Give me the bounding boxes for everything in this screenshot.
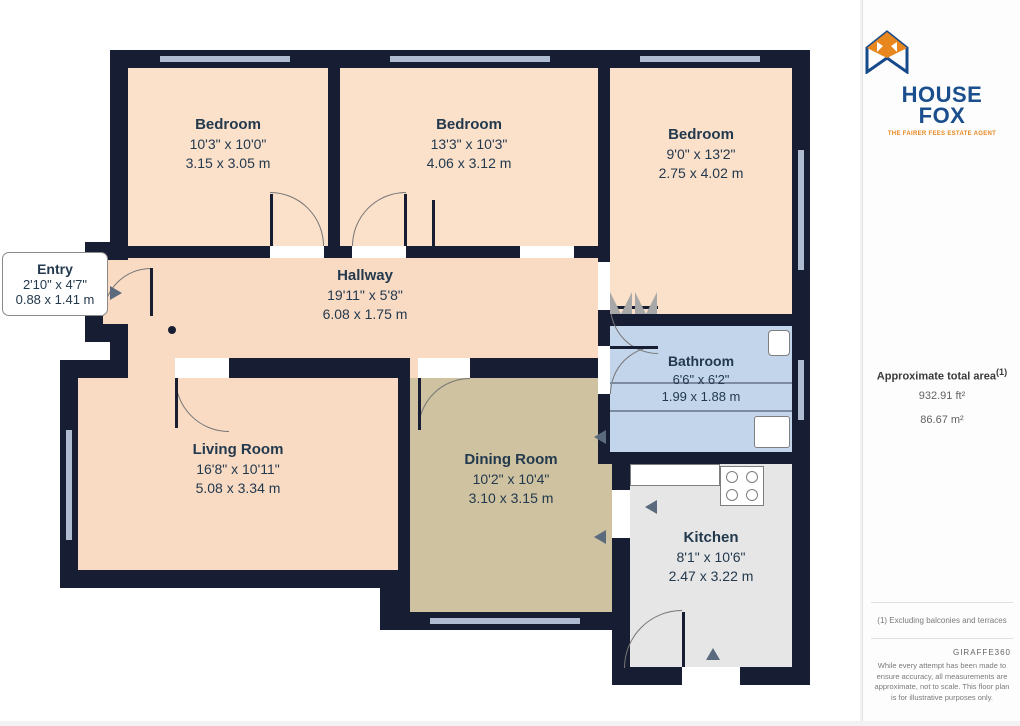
door-gap	[612, 490, 630, 538]
arrow-icon	[594, 430, 606, 444]
area-title: Approximate total area	[877, 370, 996, 382]
brand-name: HOUSE FOX	[863, 85, 1020, 127]
arrow-icon	[110, 286, 122, 300]
iwall	[470, 358, 610, 378]
iwall	[328, 68, 340, 246]
brand-line2: FOX	[863, 106, 1020, 127]
door-leaf	[432, 200, 435, 246]
kitchen-counter	[630, 464, 720, 486]
door-gap	[175, 358, 229, 378]
area-m2: 86.67 m²	[863, 412, 1020, 430]
exterior-wall	[612, 667, 682, 685]
closet-door-icon	[610, 292, 621, 314]
exterior-wall	[60, 570, 398, 588]
closet-door-icon	[646, 292, 657, 314]
iwall	[228, 358, 410, 378]
window	[430, 618, 580, 624]
total-area: Approximate total area(1) 932.91 ft² 86.…	[863, 367, 1020, 430]
kitchen-hob	[720, 466, 764, 506]
door-leaf	[150, 268, 153, 316]
exterior-wall	[85, 324, 128, 342]
area-footnote: (1) Excluding balconies and terraces	[871, 616, 1013, 625]
brand-logo-icon	[863, 30, 911, 74]
door-gap	[598, 346, 610, 394]
door-leaf	[404, 194, 407, 246]
arrow-icon	[706, 648, 720, 660]
sidebar: HOUSE FOX THE FAIRER FEES ESTATE AGENT A…	[862, 0, 1020, 721]
iwall	[398, 358, 410, 628]
bath-divider	[610, 382, 792, 384]
divider	[871, 602, 1013, 603]
divider	[871, 638, 1013, 639]
bath-fixture	[768, 330, 790, 356]
room-dim-met: 0.88 x 1.41 m	[9, 292, 101, 307]
floorplan: Bedroom 10'3" x 10'0" 3.15 x 3.05 m Bedr…	[20, 30, 840, 690]
credit-text: GIRAFFE360	[953, 648, 1011, 657]
door-gap	[270, 246, 324, 258]
door-stop-dot	[168, 326, 176, 334]
window	[798, 150, 804, 270]
room-name: Entry	[9, 261, 101, 277]
bath-divider	[610, 410, 792, 412]
entry-callout: Entry 2'10" x 4'7" 0.88 x 1.41 m	[2, 252, 108, 316]
disclaimer-text: While every attempt has been made to ens…	[873, 661, 1011, 703]
door-leaf	[682, 612, 685, 667]
floorplan-canvas: Bedroom 10'3" x 10'0" 3.15 x 3.05 m Bedr…	[0, 0, 860, 721]
bath-fixture	[754, 416, 790, 448]
room-living	[78, 378, 398, 570]
area-ft2: 932.91 ft²	[863, 388, 1020, 406]
closet-door-icon	[621, 292, 632, 314]
window	[66, 430, 72, 540]
window	[390, 56, 550, 62]
room-bedroom-3	[610, 68, 792, 314]
door-gap	[520, 246, 574, 258]
door-gap	[418, 358, 470, 378]
door-leaf	[175, 378, 178, 428]
door-leaf	[418, 378, 421, 430]
closet-door-icon	[635, 292, 646, 314]
door-gap	[682, 667, 740, 685]
door-leaf	[610, 346, 658, 349]
window	[640, 56, 760, 62]
door-leaf	[270, 194, 273, 246]
window	[160, 56, 290, 62]
brand-tagline: THE FAIRER FEES ESTATE AGENT	[863, 131, 1020, 137]
door-gap	[352, 246, 406, 258]
arrow-icon	[645, 500, 657, 514]
exterior-wall	[110, 50, 128, 260]
area-sup: (1)	[996, 367, 1007, 377]
room-dim-imp: 2'10" x 4'7"	[9, 277, 101, 292]
window	[798, 360, 804, 420]
arrow-icon	[594, 530, 606, 544]
iwall	[598, 452, 810, 464]
exterior-wall	[110, 342, 128, 378]
door-gap	[598, 262, 610, 310]
